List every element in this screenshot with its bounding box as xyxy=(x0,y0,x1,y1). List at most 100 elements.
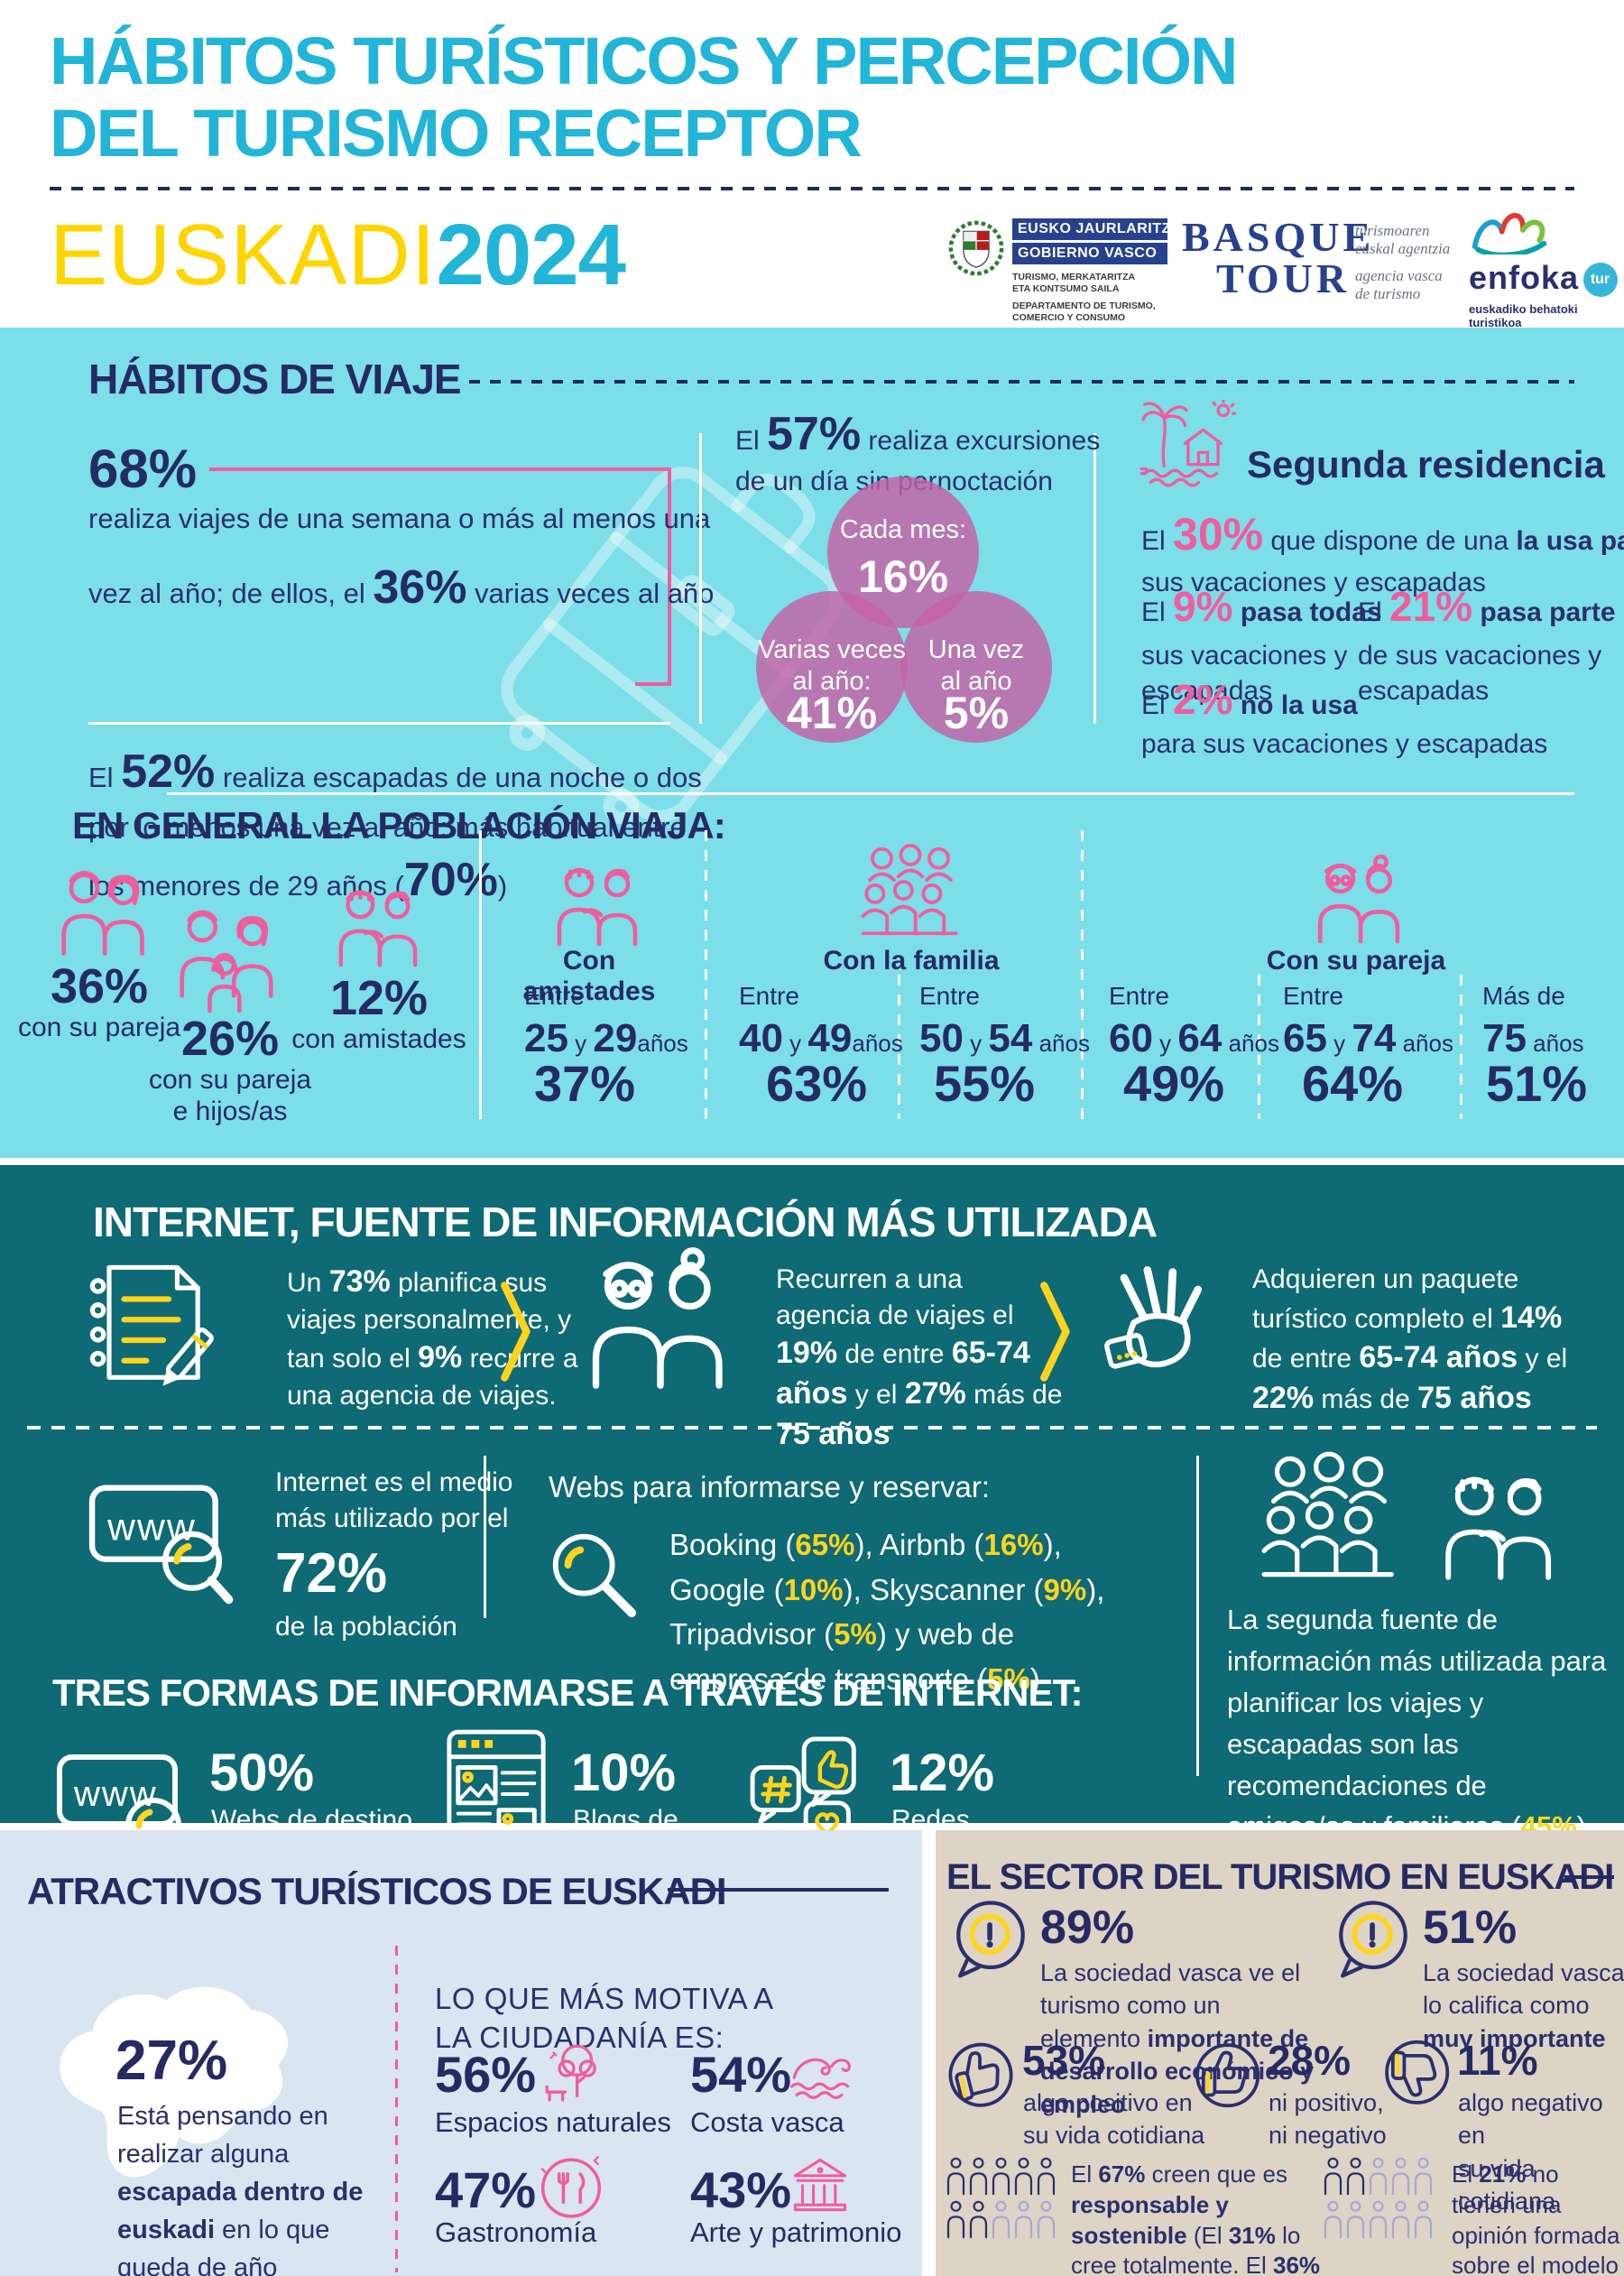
age-pct-40-49: 63% xyxy=(765,1055,868,1112)
age-pct-25-29: 37% xyxy=(533,1055,636,1112)
stat-57-text: El 57% realiza excursiones de un día sin… xyxy=(735,408,1101,496)
stat-21-text: El 21% pasa parte de sus vacaciones y es… xyxy=(1358,583,1616,706)
col-divider-solid xyxy=(479,830,482,1119)
motiva-heading: LO QUE MÁS MOTIVA A LA CIUDADANÍA ES: xyxy=(435,1982,774,2054)
stat-67-text: El 67% creen que es responsable y sosten… xyxy=(1071,2160,1321,2276)
logo-basque-tour: BASQUE TOUR xyxy=(1182,214,1375,300)
con-su-pareja-icon xyxy=(1300,853,1414,945)
webs-list-text: Booking (65%), Airbnb (16%), Google (10%… xyxy=(669,1528,1105,1696)
stat-9-text: El 9% pasa todas sus vacaciones y escapa… xyxy=(1141,583,1382,706)
con-amistades-icon xyxy=(540,857,651,948)
stat-2-text: El 2% no la usa para sus vacaciones y es… xyxy=(1141,676,1548,759)
stat-89-pct: 89% xyxy=(1040,1901,1135,1954)
arte-patrimonio-icon xyxy=(787,2151,854,2218)
elderly-couple-icon xyxy=(567,1244,743,1392)
i47-label: Gastronomía xyxy=(435,2216,597,2248)
g12-pct: 12% xyxy=(329,971,429,1025)
gv-dept-eu: TURISMO, MERKATARITZA ETA KONTSUMO SAILA xyxy=(1012,272,1136,295)
col-amistades-title: Con amistades xyxy=(522,946,656,1006)
cell-divider-3 xyxy=(1460,975,1463,1119)
g36-pct: 36% xyxy=(50,959,149,1013)
poblacion-heading: EN GENERAL LA POBLACIÓN VIAJA: xyxy=(72,804,726,847)
stat-30-text: El 30% que dispone de una la usa para su… xyxy=(1141,509,1624,597)
habitos-heading: HÁBITOS DE VIAJE xyxy=(88,356,462,402)
venn-value-varias-veces: 41% xyxy=(786,688,878,738)
espacios-naturales-icon xyxy=(538,2040,610,2112)
header-dashed-divider xyxy=(50,187,1574,190)
atractivos-heading-line xyxy=(668,1888,889,1892)
row2-divider-2 xyxy=(1196,1456,1199,1776)
habitos-heading-dashes xyxy=(469,380,1574,384)
i56-pct: 56% xyxy=(435,2046,537,2103)
stat-68-bracket-tick xyxy=(635,682,671,686)
brand-euskadi: EUSKADI xyxy=(50,207,437,303)
plan-text: Un 73% planifica sus viajes personalment… xyxy=(287,1264,578,1411)
sector-heading: EL SECTOR DEL TURISMO EN EUSKADI xyxy=(946,1857,1614,1897)
venn-circle-una-vez xyxy=(900,591,1052,743)
atractivos-divider xyxy=(395,1946,398,2272)
g26-label: con su pareja e hijos/as xyxy=(148,1065,312,1126)
age-pct-60-64: 49% xyxy=(1122,1055,1225,1112)
chevron-right-icon-2 xyxy=(1038,1280,1074,1383)
poblacion-divider xyxy=(167,792,1574,795)
tres-formas-heading: TRES FORMAS DE INFORMARSE A TRAVÉS DE IN… xyxy=(52,1671,1083,1714)
stat-11-text: algo negativo en su vida cotidiana xyxy=(1458,2089,1603,2216)
stat-51-text: La sociedad vasca lo califica como muy i… xyxy=(1423,1959,1624,2052)
age-pct-65-74: 64% xyxy=(1301,1055,1404,1112)
gv-line1: EUSKO JAURLARITZA xyxy=(1012,218,1181,240)
basque-tour-tagline-es: agencia vasca de turismo xyxy=(1355,267,1443,303)
internet-72-pct: 72% xyxy=(275,1542,388,1605)
logo-gobierno-vasco xyxy=(947,215,1005,286)
group-friends-icon xyxy=(1424,1463,1568,1582)
logo-gobierno-vasco-text: EUSKO JAURLARITZA GOBIERNO VASCO TURISMO… xyxy=(1012,218,1181,325)
age-pct-50-54: 55% xyxy=(933,1055,1036,1112)
stat-68-bracket-v xyxy=(668,467,671,686)
age-cell-40-49: Entre 40 y 49años xyxy=(739,982,903,1060)
recomendaciones-text: La segunda fuente de información más uti… xyxy=(1227,1604,1607,1843)
gv-dept-es: DEPARTAMENTO DE TURISMO, COMERCIO Y CONSU… xyxy=(1012,301,1156,324)
stat-21-text: El 21% no tienen una opinión formada sob… xyxy=(1452,2160,1620,2276)
costa-vasca-icon xyxy=(787,2038,855,2106)
enfokatur-tagline-eu: euskadiko behatoki turistikoa xyxy=(1469,302,1578,329)
cell-divider-1 xyxy=(898,975,900,1119)
section-internet: INTERNET, FUENTE DE INFORMACIÓN MÁS UTIL… xyxy=(0,1165,1624,1871)
age-cell-60-64: Entre 60 y 64 años xyxy=(1109,982,1279,1060)
www-magnifier-icon xyxy=(83,1463,244,1607)
paquete-text: Adquieren un paquete turístico completo … xyxy=(1252,1264,1568,1416)
basque-tour-line1: BASQUE xyxy=(1182,214,1375,260)
stat-51-pct: 51% xyxy=(1423,1901,1518,1954)
col-divider-dashed-2 xyxy=(1081,830,1084,1119)
left-divider xyxy=(88,722,670,725)
venn-divider-left xyxy=(699,433,702,724)
i43-label: Arte y patrimonio xyxy=(690,2216,902,2248)
sector-heading-line xyxy=(1564,1875,1614,1879)
g12-label: con amistades xyxy=(291,1024,466,1054)
stat-52-text: El 52% realiza escapadas de una noche o … xyxy=(88,745,702,906)
stat-68-bracket-h xyxy=(209,467,671,471)
friends-icon xyxy=(323,880,429,968)
i56-label: Espacios naturales xyxy=(435,2106,671,2138)
thumb-up-icon xyxy=(933,2028,1025,2120)
g26-pct: 26% xyxy=(180,1012,280,1066)
group-family-icon xyxy=(1252,1451,1406,1582)
gobierno-vasco-shield-icon xyxy=(948,220,1004,276)
thumb-neutral-icon xyxy=(1188,2036,1264,2112)
stat-28-pct: 28% xyxy=(1268,2037,1352,2084)
age-cell-25-29: Entre 25 y 29años xyxy=(524,982,688,1060)
notebook-pencil-icon xyxy=(77,1256,226,1396)
con-la-familia-icon xyxy=(854,844,967,939)
family-icon xyxy=(167,907,288,1013)
stat-53-text: algo positivo en su vida cotidiana xyxy=(1023,2089,1205,2150)
stat-27-text: Está pensando en realizar alguna escapad… xyxy=(117,2102,364,2276)
i47-pct: 47% xyxy=(435,2161,537,2218)
section-sector: EL SECTOR DEL TURISMO EN EUSKADI 89% La … xyxy=(936,1830,1624,2276)
page-title: HÁBITOS TURÍSTICOS Y PERCEPCIÓN DEL TURI… xyxy=(50,25,1238,170)
tres3-pct: 12% xyxy=(890,1744,995,1802)
internet-dashed-divider xyxy=(27,1426,1597,1429)
chevron-right-icon xyxy=(498,1280,534,1383)
i43-pct: 43% xyxy=(690,2161,792,2218)
section-atractivos: ATRACTIVOS TURÍSTICOS DE EUSKADI 27% Est… xyxy=(0,1830,922,2276)
i54-label: Costa vasca xyxy=(690,2106,844,2138)
enfokatur-swirl-icon xyxy=(1472,213,1547,258)
